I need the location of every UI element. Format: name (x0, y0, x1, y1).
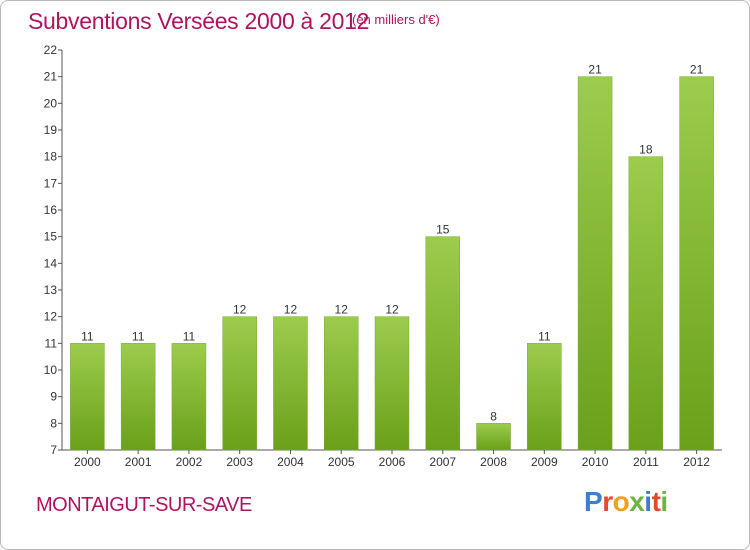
proxiti-logo: Proxiti (584, 486, 668, 517)
x-tick-label: 2012 (683, 455, 710, 469)
bar (374, 316, 410, 451)
x-tick-label: 2001 (125, 455, 152, 469)
x-tick-label: 2008 (480, 455, 507, 469)
y-tick-label: 20 (44, 96, 58, 110)
y-tick-label: 22 (44, 43, 58, 57)
y-tick-label: 19 (44, 123, 58, 137)
y-tick-label: 16 (44, 203, 58, 217)
y-tick-label: 8 (50, 416, 57, 430)
x-tick-label: 2002 (176, 455, 203, 469)
y-tick-label: 18 (44, 150, 58, 164)
y-tick-label: 13 (44, 283, 58, 297)
x-tick-label: 2000 (74, 455, 101, 469)
y-tick-label: 12 (44, 310, 58, 324)
bar-value-label: 8 (490, 409, 497, 423)
x-tick-label: 2010 (582, 455, 609, 469)
y-tick-label: 7 (50, 443, 57, 457)
bar (476, 423, 511, 451)
bar (527, 343, 562, 451)
bar-value-label: 18 (639, 143, 653, 157)
bar (577, 76, 613, 451)
bar (323, 316, 359, 451)
x-tick-label: 2003 (226, 455, 253, 469)
y-tick-label: 10 (44, 363, 58, 377)
bar-value-label: 12 (385, 303, 399, 317)
bar (171, 343, 207, 451)
bar-value-label: 11 (538, 329, 551, 343)
y-tick-label: 21 (44, 70, 58, 84)
x-tick-label: 2007 (429, 455, 456, 469)
x-tick-label: 2011 (633, 455, 659, 469)
x-tick-label: 2005 (328, 455, 355, 469)
bar (679, 76, 714, 451)
y-tick-label: 17 (44, 176, 58, 190)
x-tick-label: 2004 (277, 455, 304, 469)
bar (222, 316, 257, 451)
bar-value-label: 15 (436, 223, 450, 237)
x-tick-label: 2006 (379, 455, 406, 469)
y-tick-label: 11 (45, 336, 58, 350)
chart-unit-subtitle: (en milliers d'€) (352, 12, 440, 27)
bar-value-label: 11 (81, 329, 94, 343)
chart-title: Subventions Versées 2000 à 2012 (28, 8, 370, 34)
bar (70, 343, 105, 451)
bar-value-label: 21 (588, 63, 602, 77)
bar-value-label: 12 (335, 303, 349, 317)
bar-value-label: 12 (233, 303, 247, 317)
commune-name: MONTAIGUT-SUR-SAVE (36, 494, 252, 516)
bar-value-label: 12 (284, 303, 298, 317)
bar (425, 236, 461, 451)
y-tick-label: 15 (44, 230, 58, 244)
bar-value-label: 21 (690, 63, 704, 77)
bar (273, 316, 308, 451)
bar (120, 343, 156, 451)
y-tick-label: 9 (50, 390, 57, 404)
bar-value-label: 11 (183, 329, 196, 343)
y-tick-label: 14 (44, 256, 58, 270)
bar-value-label: 11 (132, 329, 145, 343)
bar (628, 156, 664, 451)
x-tick-label: 2009 (531, 455, 558, 469)
